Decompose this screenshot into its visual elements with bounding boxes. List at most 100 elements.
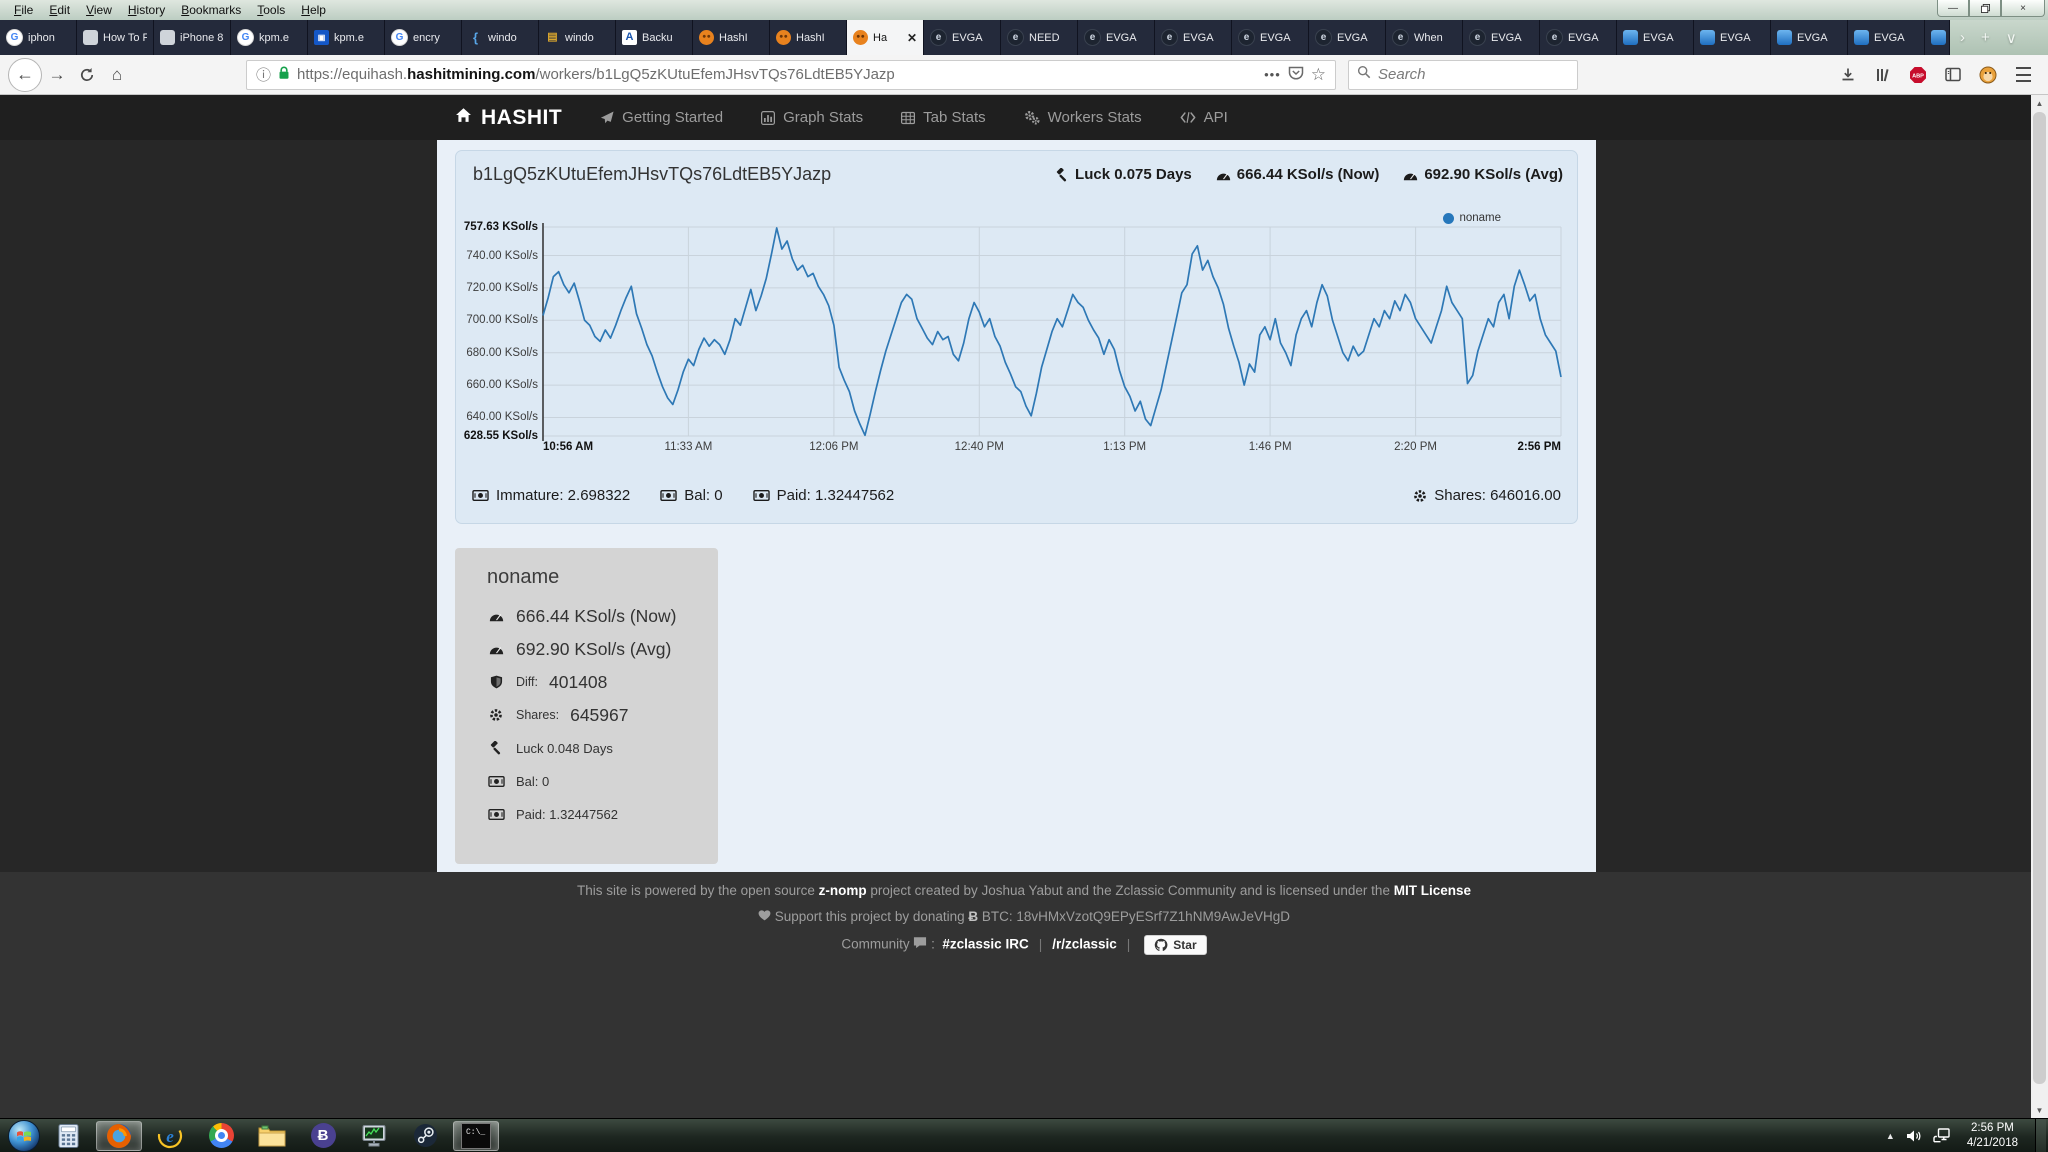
tab-label: NEED [1029,31,1060,44]
menu-bookmarks[interactable]: Bookmarks [181,3,242,17]
panel-footer-stats: Immature: 2.698322 Bal: 0 Paid: 1.32447562… [472,487,1561,504]
x-axis-label: 10:56 AM [543,441,594,453]
downloads-icon[interactable] [1837,64,1859,86]
browser-tab[interactable]: e EVGA [1540,20,1617,55]
reload-button[interactable] [72,60,102,90]
taskbar-file-explorer[interactable] [249,1121,295,1151]
browser-tab[interactable] [1925,20,1950,55]
browser-tab[interactable]: EVGA [1617,20,1694,55]
browser-tab[interactable]: A Backu [616,20,693,55]
browser-tab[interactable]: ▤ windo [539,20,616,55]
taskbar-command-prompt[interactable]: C:\_ [453,1120,499,1151]
adblock-plus-icon[interactable]: ABP [1907,64,1929,86]
nav-tab-stats[interactable]: Tab Stats [901,109,986,126]
reddit-link[interactable]: /r/zclassic [1052,936,1117,952]
taskbar-mining-monitor[interactable] [351,1121,397,1151]
menu-file[interactable]: File [14,3,34,17]
taskbar-bitcoin-wallet[interactable]: Ƀ [300,1121,346,1151]
browser-toolbar: ← → ⌂ ⓘ https://equihash.hashitmining.co… [0,55,2048,95]
bookmark-star-icon[interactable]: ☆ [1310,64,1326,84]
site-info-icon[interactable]: ⓘ [256,67,272,84]
x-axis-label: 11:33 AM [664,441,713,453]
nav-api[interactable]: API [1180,109,1228,126]
pocket-icon[interactable] [1288,65,1304,84]
browser-tab[interactable]: e EVGA [1463,20,1540,55]
nav-label: Tab Stats [923,109,986,126]
menu-view[interactable]: View [86,3,112,17]
browser-tab[interactable]: ▣ kpm.e [308,20,385,55]
browser-tab[interactable]: e EVGA [1155,20,1232,55]
footer-link[interactable]: z-nomp [818,883,867,898]
taskbar-steam[interactable] [402,1121,448,1151]
browser-tab[interactable]: e When [1386,20,1463,55]
nav-getting-started[interactable]: Getting Started [600,109,723,126]
library-icon[interactable] [1872,64,1894,86]
sidebar-icon[interactable] [1942,64,1964,86]
tab-favicon-evga: e [1546,29,1563,46]
taskbar-calculator[interactable] [45,1121,91,1151]
network-icon[interactable] [1933,1128,1950,1143]
tab-list-dropdown-icon[interactable]: ∨ [2005,29,2017,47]
browser-tab[interactable]: e EVGA [1078,20,1155,55]
taskbar-chrome[interactable] [198,1121,244,1151]
menu-tools[interactable]: Tools [257,3,286,17]
table-icon [901,111,916,125]
menu-history[interactable]: History [127,3,166,17]
money-icon [660,490,677,501]
tab-close-icon[interactable]: ✕ [906,30,917,45]
back-button[interactable]: ← [8,57,42,92]
browser-tab[interactable]: HashI [770,20,847,55]
scrollbar-thumb[interactable] [2033,112,2046,1084]
worker-address: b1LgQ5zKUtuEfemJHsvTQs76LdtEB5YJazp [473,164,832,184]
menu-help[interactable]: Help [301,3,326,17]
footer-line3: Community : #zclassic IRC |/r/zclassic | St… [0,935,2048,955]
close-button[interactable]: × [2001,0,2045,17]
browser-tab[interactable]: e NEED [1001,20,1078,55]
browser-tab[interactable]: e EVGA [1309,20,1386,55]
taskbar-clock[interactable]: 2:56 PM 4/21/2018 [1961,1121,2024,1151]
nav-graph-stats[interactable]: Graph Stats [761,109,863,126]
footer-link[interactable]: MIT License [1393,883,1471,898]
new-tab-button[interactable]: + [1981,29,1990,46]
browser-tab[interactable]: {windo [462,20,539,55]
gear-icon [1413,489,1427,503]
restore-button[interactable] [1969,0,2001,17]
browser-tab[interactable]: EVGA [1848,20,1925,55]
start-button[interactable] [8,1119,40,1152]
browser-tab[interactable]: How To Fi [77,20,154,55]
forward-button[interactable]: → [48,64,66,84]
scrollbar[interactable]: ▲ ▼ [2031,95,2048,1118]
github-star-button[interactable]: Star [1144,935,1207,955]
scroll-down-icon[interactable]: ▼ [2035,1105,2044,1115]
monkey-extension-icon[interactable] [1977,64,1999,86]
volume-icon[interactable] [1906,1129,1922,1143]
minimize-button[interactable]: — [1937,0,1969,17]
tray-expand-icon[interactable]: ▲ [1885,1130,1895,1141]
search-input[interactable]: Search [1348,59,1578,90]
menu-hamburger-icon[interactable] [2012,64,2034,86]
browser-tab[interactable]: HashI [693,20,770,55]
scroll-up-icon[interactable]: ▲ [2035,98,2044,108]
home-button[interactable]: ⌂ [111,64,123,84]
url-bar[interactable]: ⓘ https://equihash.hashitmining.com/work… [246,59,1336,90]
show-desktop-button[interactable] [2035,1118,2046,1152]
nav-workers-stats[interactable]: Workers Stats [1024,109,1142,126]
taskbar-internet-explorer[interactable]: e [147,1121,193,1151]
menu-edit[interactable]: Edit [49,3,71,17]
browser-tab[interactable]: e EVGA [1232,20,1309,55]
brand[interactable]: HASHIT [455,106,562,130]
irc-link[interactable]: #zclassic IRC [942,936,1029,952]
browser-tab[interactable]: e EVGA [924,20,1001,55]
lock-icon [278,66,290,84]
taskbar-firefox[interactable] [96,1120,142,1151]
nav-label: Workers Stats [1047,109,1142,126]
tab-overflow-icon[interactable]: › [1960,29,1965,46]
browser-tab-active[interactable]: Ha ✕ [847,20,924,55]
browser-tab[interactable]: iPhone 8 a [154,20,231,55]
browser-tab[interactable]: EVGA [1694,20,1771,55]
page-actions-icon[interactable]: ••• [1264,67,1281,82]
browser-tab[interactable]: EVGA [1771,20,1848,55]
